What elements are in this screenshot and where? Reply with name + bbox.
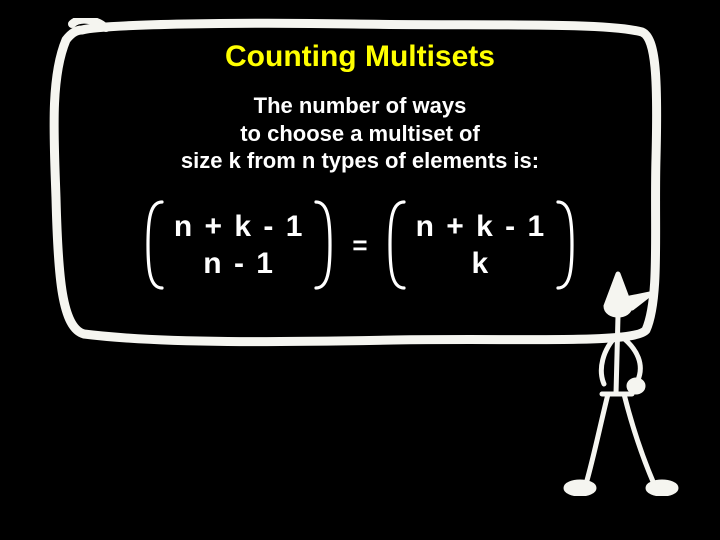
binomial-right-content: n + k - 1 k [414,204,549,287]
binomial-right: n + k - 1 k [386,200,577,290]
desc-line-2: to choose a multiset of [0,120,720,148]
binomial-left: n + k - 1 n - 1 [144,200,335,290]
left-bracket-close [312,200,334,290]
slide-description: The number of ways to choose a multiset … [0,92,720,175]
desc-line-3: size k from n types of elements is: [0,147,720,175]
binomial-left-top: n + k - 1 [174,208,305,246]
left-bracket-open [144,200,166,290]
right-bracket-open [386,200,408,290]
binomial-left-content: n + k - 1 n - 1 [172,204,307,287]
title-text: Counting Multisets [225,40,495,73]
binomial-right-bottom: k [472,245,491,283]
binomial-left-bottom: n - 1 [203,245,275,283]
desc-line-1: The number of ways [0,92,720,120]
binomial-right-top: n + k - 1 [416,208,547,246]
slide-title: Counting Multisets [0,40,720,74]
equals-sign: = [352,230,367,261]
stick-figure [558,266,688,496]
